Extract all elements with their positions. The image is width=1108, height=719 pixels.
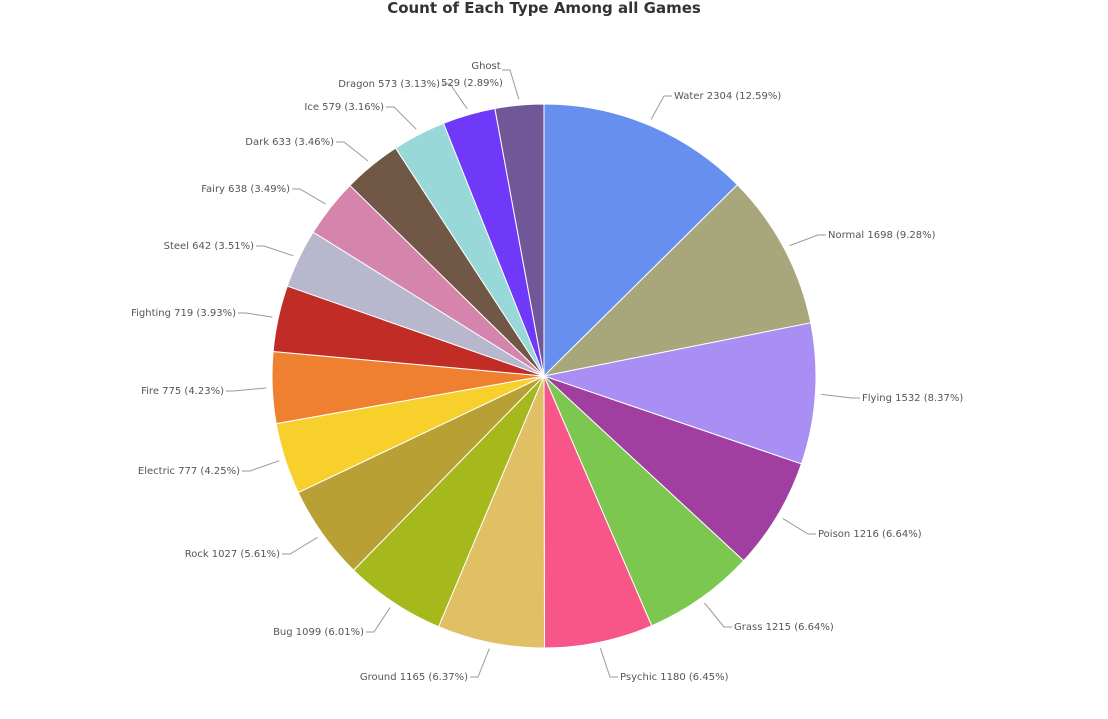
pie-slices: [271, 103, 817, 649]
slice-psychic[interactable]: [543, 375, 653, 649]
leader-line-bug: [366, 607, 391, 633]
data-label-poison: Poison 1216 (6.64%): [818, 529, 922, 540]
leader-line-rock: [282, 536, 318, 555]
slice-water[interactable]: [543, 103, 739, 378]
leader-line-steel: [256, 245, 294, 257]
data-label-dragon: Dragon 573 (3.13%): [338, 79, 440, 90]
leader-line-flying: [821, 393, 860, 399]
leader-line-electric: [242, 460, 280, 472]
data-label-normal: Normal 1698 (9.28%): [828, 230, 936, 241]
data-label-flying: Flying 1532 (8.37%): [862, 393, 963, 404]
data-label-ice: Ice 579 (3.16%): [304, 102, 384, 113]
slice-normal[interactable]: [542, 184, 812, 377]
leader-line-normal: [789, 234, 826, 247]
data-label-psychic: Psychic 1180 (6.45%): [620, 672, 729, 683]
leader-line-water: [650, 95, 672, 120]
leader-line-fire: [226, 387, 267, 392]
slice-flying[interactable]: [542, 322, 817, 465]
slice-grass[interactable]: [543, 375, 745, 627]
leader-line-ice: [386, 106, 417, 130]
data-label-bug: Bug 1099 (6.01%): [273, 627, 364, 638]
leader-line-fighting: [238, 312, 273, 318]
slice-ghost[interactable]: [494, 103, 545, 377]
chart-title: Count of Each Type Among all Games: [387, 0, 701, 17]
pie-labels: Water 2304 (12.59%) Normal 1698 (9.28%) Fl…: [131, 61, 963, 683]
data-label-rock: Rock 1027 (5.61%): [185, 549, 280, 560]
data-label-fire: Fire 775 (4.23%): [141, 386, 224, 397]
data-label-fairy: Fairy 638 (3.49%): [201, 184, 290, 195]
leader-line-fairy: [292, 188, 326, 205]
leader-line-ground: [470, 648, 490, 678]
data-label-fighting: Fighting 719 (3.93%): [131, 308, 236, 319]
data-label-electric: Electric 777 (4.25%): [138, 466, 240, 477]
leader-line-dark: [336, 141, 369, 162]
leader-line-grass: [704, 602, 732, 628]
leader-line-ghost: [502, 69, 520, 100]
slice-poison[interactable]: [543, 375, 803, 562]
leader-line-dragon: [442, 83, 468, 110]
data-label-ground: Ground 1165 (6.37%): [360, 672, 468, 683]
data-label-dark: Dark 633 (3.46%): [245, 137, 334, 148]
data-label-water: Water 2304 (12.59%): [674, 91, 781, 102]
data-label-steel: Steel 642 (3.51%): [164, 241, 254, 252]
leader-line-psychic: [599, 648, 618, 678]
leader-line-poison: [782, 517, 816, 535]
data-label-ghost: Ghost 529 (2.89%): [441, 61, 503, 89]
data-label-grass: Grass 1215 (6.64%): [734, 622, 834, 633]
